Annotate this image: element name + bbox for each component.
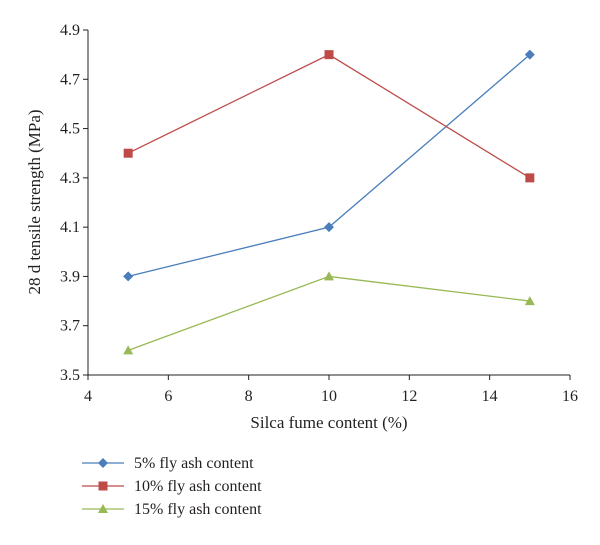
data-point xyxy=(123,271,134,282)
x-ticks: 4 6 8 10 12 14 16 xyxy=(84,375,578,405)
data-point xyxy=(324,222,334,233)
x-tick-label: 10 xyxy=(321,388,337,405)
y-tick-label: 4.9 xyxy=(60,22,80,39)
legend-label: 10% fly ash content xyxy=(134,478,262,495)
series-lines xyxy=(127,53,531,351)
y-tick-label: 3.7 xyxy=(60,318,80,335)
data-point xyxy=(324,271,334,281)
legend: 5% fly ash content 10% fly ash content 15%… xyxy=(82,455,262,518)
series-markers xyxy=(123,49,535,355)
series-line xyxy=(128,54,531,278)
y-ticks: 3.5 3.7 3.9 4.1 4.3 4.5 4.7 4.9 xyxy=(60,22,88,384)
legend-marker xyxy=(98,458,108,468)
data-point xyxy=(524,49,535,60)
data-point xyxy=(324,50,334,60)
legend-item: 10% fly ash content xyxy=(82,478,262,495)
series-line xyxy=(127,53,531,179)
x-tick-label: 14 xyxy=(482,388,498,405)
x-tick-label: 6 xyxy=(164,388,172,405)
legend-marker xyxy=(98,504,108,513)
legend-label: 5% fly ash content xyxy=(134,455,254,472)
x-tick-label: 4 xyxy=(84,388,92,405)
y-tick-label: 4.3 xyxy=(60,170,80,187)
legend-item: 15% fly ash content xyxy=(82,501,262,518)
x-tick-label: 8 xyxy=(245,388,253,405)
y-tick-label: 4.1 xyxy=(60,219,80,236)
data-point xyxy=(123,345,134,355)
y-tick-label: 3.9 xyxy=(60,268,80,285)
series-line xyxy=(127,275,530,351)
y-tick-label: 4.5 xyxy=(60,121,80,138)
x-tick-label: 16 xyxy=(562,388,578,405)
data-point xyxy=(123,148,133,158)
legend-item: 5% fly ash content xyxy=(82,455,254,472)
legend-marker xyxy=(98,481,108,491)
data-point xyxy=(524,296,535,306)
data-point xyxy=(525,173,535,183)
plot-area: 4 6 8 10 12 14 16 3.5 3.7 3.9 4.1 4.3 4.5 4.7 4.9 xyxy=(60,22,578,405)
y-tick-label: 3.5 xyxy=(60,367,80,384)
y-axis-label: 28 d tensile strength (MPa) xyxy=(25,109,44,294)
legend-label: 15% fly ash content xyxy=(134,501,262,518)
x-tick-label: 12 xyxy=(401,388,417,405)
y-tick-label: 4.7 xyxy=(60,71,80,88)
x-axis-label: Silca fume content (%) xyxy=(250,413,407,432)
